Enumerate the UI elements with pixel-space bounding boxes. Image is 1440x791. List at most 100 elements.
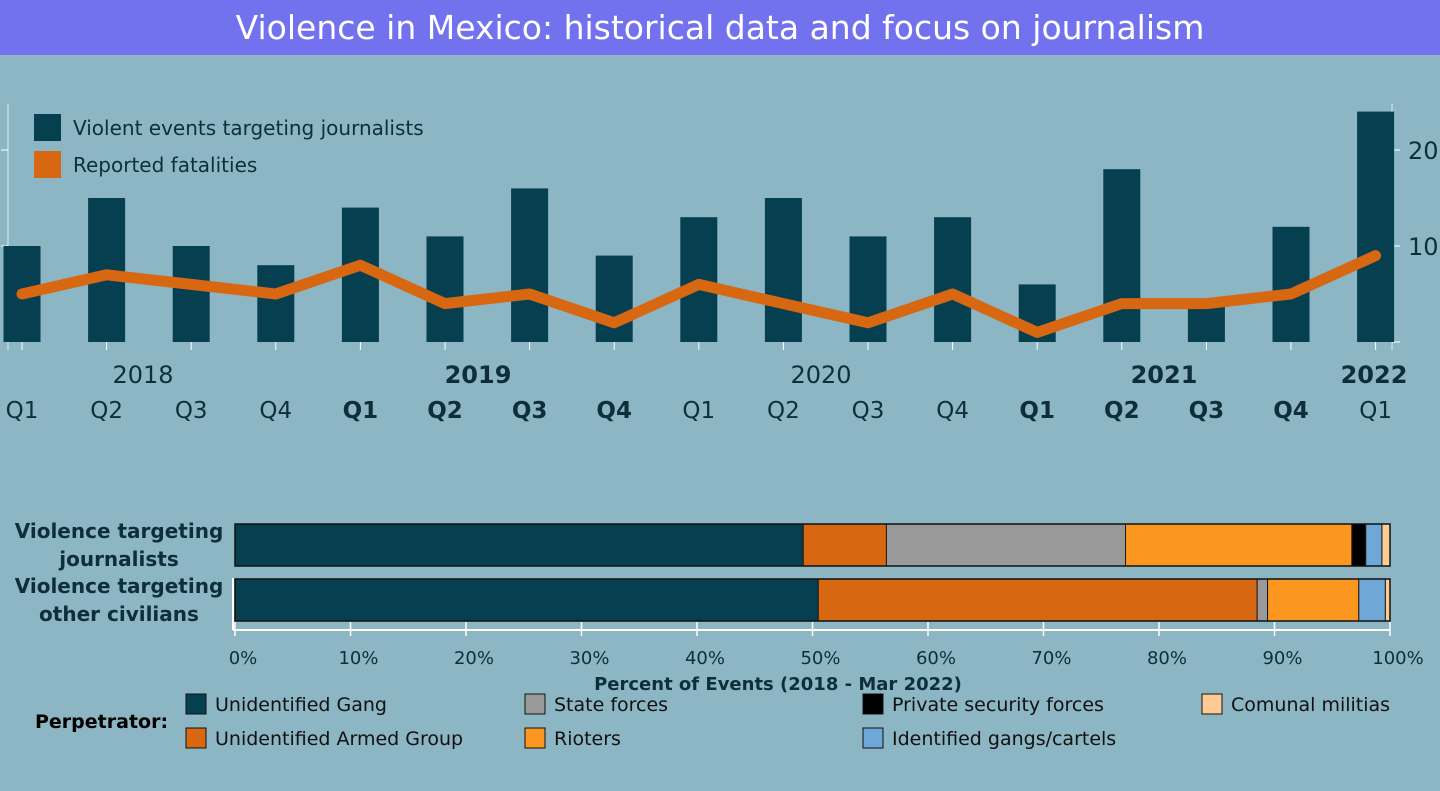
bar <box>934 217 972 342</box>
quarter-label: Q1 <box>682 398 715 424</box>
legend-swatch <box>34 114 61 141</box>
x-tick-label: 50% <box>800 648 840 669</box>
quarter-label: Q1 <box>6 398 39 424</box>
bar <box>426 236 464 342</box>
quarter-label: Q3 <box>175 398 208 424</box>
page-title: Violence in Mexico: historical data and … <box>235 8 1205 47</box>
line-point <box>950 292 955 296</box>
legend-label: Reported fatalities <box>73 153 257 177</box>
stacked-segment <box>1256 578 1269 622</box>
x-tick-label: 60% <box>916 648 956 669</box>
line-point <box>527 292 532 296</box>
stacked-segment <box>1125 523 1353 567</box>
legend-label: Unidentified Gang <box>215 694 387 716</box>
legend-swatch <box>524 693 546 715</box>
quarter-label: Q4 <box>1273 398 1309 424</box>
bar <box>172 246 210 342</box>
y-tick-label: 10 <box>1408 233 1439 261</box>
line-point <box>781 301 786 306</box>
legend-title: Perpetrator: <box>35 711 168 733</box>
x-tick-label: 40% <box>685 648 725 669</box>
row-label: other civilians <box>39 602 199 626</box>
stacked-bar-outline <box>234 523 1391 567</box>
line-point <box>1119 301 1124 306</box>
legend-label: Private security forces <box>892 694 1104 716</box>
legend-label: Comunal militias <box>1231 694 1390 716</box>
bar <box>257 265 295 342</box>
stacked-segment <box>1358 578 1386 622</box>
quarter-label: Q4 <box>259 398 292 424</box>
quarter-label: Q1 <box>1019 398 1055 424</box>
quarter-label: Q1 <box>1359 398 1392 424</box>
line-point <box>443 301 447 306</box>
line-point <box>1204 301 1209 306</box>
quarter-label: Q2 <box>767 398 800 424</box>
bar <box>511 188 549 342</box>
stacked-segment <box>234 523 804 567</box>
title-bar: Violence in Mexico: historical data and … <box>0 0 1440 55</box>
bar <box>1187 303 1225 342</box>
perpetrator-chart: 0% 10% 20% 30% 40% 50% 60% 70% 80% 90% 100% Percent… <box>15 519 1424 750</box>
x-tick-label: 10% <box>338 648 378 669</box>
line-point <box>1035 330 1040 335</box>
legend-swatch <box>862 693 884 715</box>
stacked-bar-outline <box>234 578 1391 622</box>
quarter-label: Q4 <box>596 398 632 424</box>
stacked-segment <box>802 523 887 567</box>
x-tick-label: 0% <box>229 648 258 669</box>
x-tick-label: 100% <box>1372 648 1423 669</box>
row-label: Violence targeting <box>15 519 224 543</box>
quarter-label: Q2 <box>427 398 463 424</box>
stacked-segment <box>1365 523 1383 567</box>
quarter-label: Q3 <box>852 398 885 424</box>
legend-swatch <box>34 151 61 178</box>
line-point <box>1373 253 1378 258</box>
stacked-segment <box>1381 523 1391 567</box>
quarter-label: Q3 <box>1189 398 1225 424</box>
year-label: 2022 <box>1341 361 1408 389</box>
x-axis-title: Percent of Events (2018 - Mar 2022) <box>594 674 962 695</box>
quarter-label: Q3 <box>512 398 548 424</box>
legend-label: Identified gangs/cartels <box>892 728 1116 750</box>
legend-swatch <box>185 727 207 749</box>
x-tick-label: 30% <box>569 648 609 669</box>
legend-label: State forces <box>554 694 668 716</box>
line-point <box>189 282 194 287</box>
quarter-label: Q2 <box>1104 398 1140 424</box>
line-point <box>104 272 109 277</box>
stacked-segment <box>234 578 819 622</box>
year-label: 2019 <box>445 361 512 389</box>
row-label: journalists <box>58 547 179 571</box>
line-point <box>273 292 278 296</box>
journalist-events-chart: 10 20 Q1 Q2 Q3 Q4 Q1 Q2 Q3 Q4 Q1 Q2 Q3 Q4 Q1 Q2 Q3 Q4 Q1 20… <box>1 104 1439 424</box>
legend-swatch <box>862 727 884 749</box>
row-label: Violence targeting <box>15 574 224 598</box>
line-point <box>866 320 870 325</box>
x-tick-label: 20% <box>454 648 494 669</box>
line-point <box>696 282 701 287</box>
line-point <box>612 320 617 325</box>
year-label: 2020 <box>790 361 851 389</box>
quarter-label: Q4 <box>936 398 969 424</box>
quarter-label: Q2 <box>90 398 123 424</box>
bar <box>595 255 633 342</box>
x-tick-label: 80% <box>1147 648 1187 669</box>
legend-swatch <box>1201 693 1223 715</box>
legend-label: Violent events targeting journalists <box>73 116 424 140</box>
year-label: 2021 <box>1131 361 1198 389</box>
legend-swatch <box>185 693 207 715</box>
stacked-segment <box>1351 523 1367 567</box>
stacked-segment <box>885 523 1127 567</box>
year-label: 2018 <box>112 361 173 389</box>
legend-swatch <box>524 727 546 749</box>
x-tick-label: 70% <box>1031 648 1071 669</box>
line-point <box>20 292 24 296</box>
line-point <box>1289 292 1293 296</box>
bar <box>1103 169 1141 342</box>
x-tick-label: 90% <box>1262 648 1302 669</box>
legend-label: Rioters <box>554 728 621 750</box>
line-point <box>358 263 363 268</box>
quarter-label: Q1 <box>343 398 379 424</box>
stacked-segment <box>817 578 1258 622</box>
